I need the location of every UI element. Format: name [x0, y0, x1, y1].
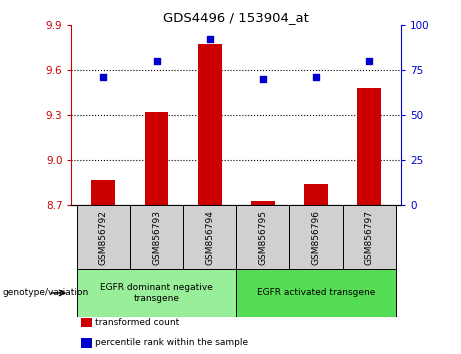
Point [153, 58, 160, 64]
Bar [304, 184, 328, 205]
Title: GDS4496 / 153904_at: GDS4496 / 153904_at [163, 11, 309, 24]
Text: GSM856792: GSM856792 [99, 210, 108, 265]
Text: GSM856796: GSM856796 [312, 210, 320, 265]
Point [312, 74, 319, 80]
Bar [198, 44, 222, 205]
Bar [77, 205, 130, 269]
Point [259, 76, 266, 82]
Bar [236, 205, 290, 269]
Bar [183, 205, 236, 269]
Bar [357, 88, 381, 205]
Bar [91, 180, 115, 205]
Text: percentile rank within the sample: percentile rank within the sample [95, 338, 248, 347]
Point [100, 74, 107, 80]
Text: GSM856793: GSM856793 [152, 210, 161, 265]
Bar [236, 269, 396, 317]
Text: EGFR activated transgene: EGFR activated transgene [257, 289, 375, 297]
Text: GSM856797: GSM856797 [365, 210, 374, 265]
Text: GSM856794: GSM856794 [205, 210, 214, 265]
Text: GSM856795: GSM856795 [258, 210, 267, 265]
Bar [145, 112, 168, 205]
Bar [130, 205, 183, 269]
Text: transformed count: transformed count [95, 318, 180, 327]
Point [366, 58, 373, 64]
Text: genotype/variation: genotype/variation [2, 289, 89, 297]
Bar [343, 205, 396, 269]
Bar [290, 205, 343, 269]
Text: EGFR dominant negative
transgene: EGFR dominant negative transgene [100, 283, 213, 303]
Bar [77, 269, 236, 317]
Bar [251, 201, 275, 205]
Point [206, 36, 213, 42]
